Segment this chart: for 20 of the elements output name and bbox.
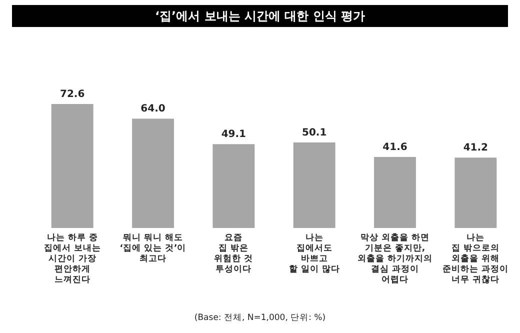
bar xyxy=(212,144,255,228)
x-tick-label: 나는 집 밖으로의 외출을 위해 준비하는 과정이 너무 귀찮다 xyxy=(442,233,509,285)
data-label: 64.0 xyxy=(140,104,166,115)
x-tick-label: 요즘 집 밖은 위험한 것 투성이다 xyxy=(214,233,254,274)
bar xyxy=(132,118,174,228)
x-tick-label: 뭐니 뭐니 해도 ‘집에 있는 것’이 최고다 xyxy=(120,233,186,264)
chart-title: ‘집’에서 보내는 시간에 대한 인식 평가 xyxy=(154,9,366,23)
bar xyxy=(454,158,497,228)
text: (Base: 전체, N=1,000, 단위: %) xyxy=(194,313,326,323)
data-label: 41.2 xyxy=(463,142,488,154)
bar xyxy=(293,142,336,228)
data-label: 50.1 xyxy=(302,127,327,138)
x-tick-label: 나는 하루 중 집에서 보내는 시간이 가장 편안하게 느껴진다 xyxy=(44,233,101,285)
data-label: 49.1 xyxy=(221,129,246,140)
x-tick-label: 막상 외출을 하면 기분은 좋지만, 외출을 하기까지의 결심 과정이 어렵다 xyxy=(358,232,432,285)
x-tick-label: 나는 집에서도 바쁘고 할 일이 많다 xyxy=(288,233,340,274)
bar xyxy=(51,104,94,228)
data-label: 41.6 xyxy=(382,142,408,153)
data-label: 72.6 xyxy=(60,89,85,100)
bar xyxy=(374,156,416,228)
